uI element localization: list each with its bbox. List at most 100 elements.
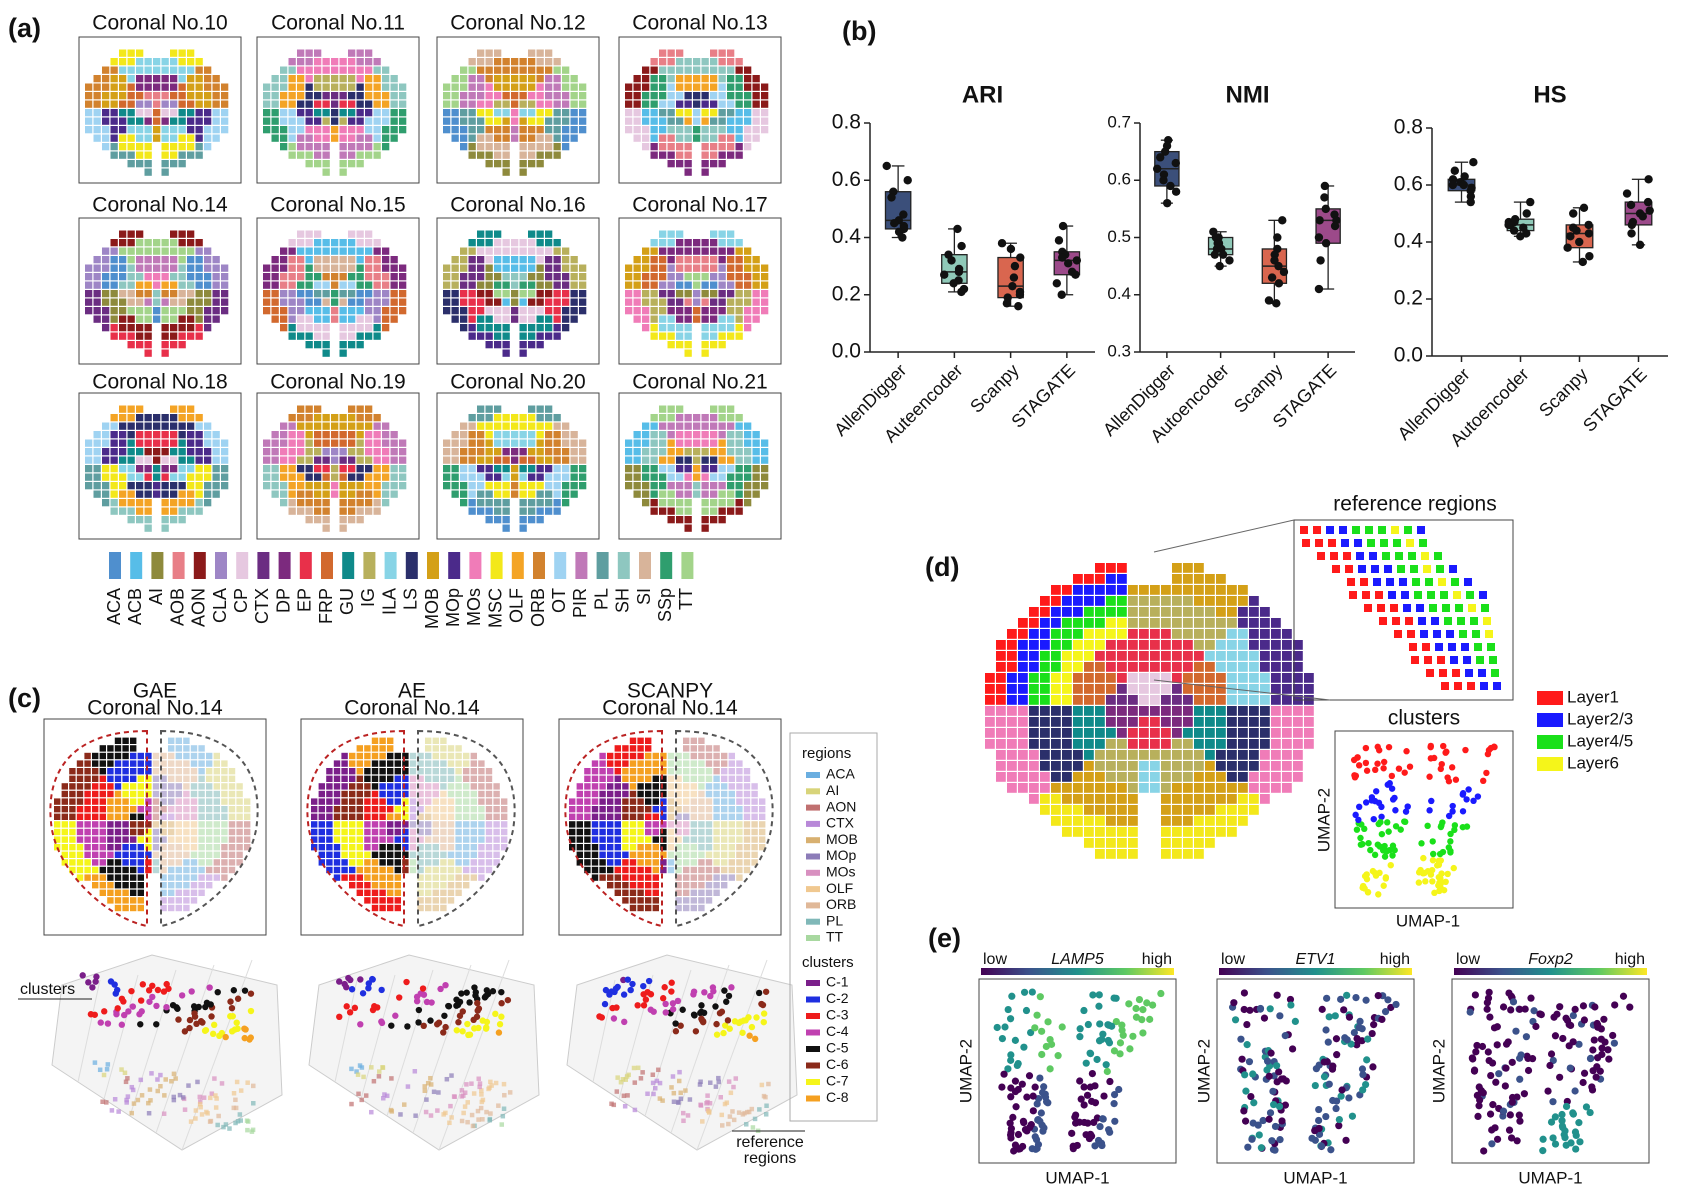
brain-spot	[399, 456, 407, 464]
brain-spot	[271, 448, 279, 456]
brain-spot	[659, 49, 667, 57]
region-dot	[730, 1109, 735, 1114]
brain-spot	[84, 844, 91, 851]
region-dot	[238, 1118, 243, 1123]
brain-spot	[443, 307, 451, 315]
brain-spot	[144, 456, 152, 464]
brain-spot	[693, 92, 701, 100]
brain-spot	[629, 745, 637, 752]
brain-spot	[1040, 618, 1050, 628]
slice-frame	[78, 392, 242, 540]
brain-spot	[263, 290, 271, 298]
region-dot	[205, 1111, 210, 1116]
brain-spot	[460, 465, 468, 473]
brain-spot	[570, 456, 578, 464]
brain-spot	[545, 490, 553, 498]
brain-spot	[470, 768, 477, 775]
brain-spot	[1117, 772, 1127, 782]
slice-frame	[256, 392, 420, 540]
region-dot	[500, 1113, 506, 1119]
region-dot	[138, 1077, 144, 1083]
brain-spot	[1084, 838, 1094, 848]
region-dot	[163, 1077, 168, 1082]
legend-label: ORB	[528, 588, 548, 627]
brain-spot	[1106, 717, 1116, 727]
brain-spot	[127, 473, 135, 481]
brain-spot	[684, 431, 692, 439]
brain-spot	[629, 828, 637, 836]
brain-spot	[683, 813, 690, 820]
brain-spot	[153, 75, 161, 83]
brain-spot	[667, 414, 675, 422]
brain-spot	[570, 448, 578, 456]
brain-spot	[161, 100, 169, 108]
brain-spot	[470, 836, 477, 843]
brain-spot	[667, 760, 675, 767]
brain-spot	[701, 516, 709, 524]
brain-spot	[584, 821, 591, 828]
brain-spot	[710, 100, 718, 108]
brain-spot	[333, 866, 341, 874]
brain-spot	[528, 83, 536, 91]
legend-label: MSC	[485, 588, 505, 628]
brain-spot	[1084, 695, 1094, 705]
brain-spot	[280, 83, 288, 91]
brain-spot	[528, 247, 536, 255]
brain-spot	[409, 790, 417, 798]
brain-spot	[705, 752, 713, 760]
brain-spot	[684, 247, 692, 255]
brain-spot	[494, 239, 502, 247]
brain-spot	[443, 281, 451, 289]
brain-spot	[693, 83, 701, 91]
brain-spot	[119, 482, 127, 490]
brain-spot	[432, 783, 439, 790]
brain-spot	[297, 100, 305, 108]
brain-spot	[1051, 585, 1061, 595]
brain-spot	[683, 882, 690, 889]
brain-spot	[178, 126, 186, 134]
brain-spot	[637, 866, 644, 874]
cluster-dot	[634, 1002, 641, 1009]
brain-spot	[183, 874, 190, 881]
brain-spot	[494, 307, 502, 315]
brain-spot	[727, 230, 735, 238]
brain-spot	[187, 507, 195, 515]
brain-spot	[1051, 706, 1061, 716]
brain-spot	[1095, 794, 1105, 804]
brain-spot	[625, 117, 633, 125]
brain-spot	[477, 230, 485, 238]
brain-spot	[371, 897, 379, 904]
region-dot	[213, 1093, 218, 1098]
brain-spot	[170, 298, 178, 306]
brain-spot	[314, 499, 322, 507]
brain-spot	[1084, 618, 1094, 628]
brain-spot	[650, 83, 658, 91]
brain-spot	[676, 324, 684, 332]
brain-spot	[92, 760, 99, 767]
brain-spot	[1029, 640, 1039, 650]
brain-spot	[485, 422, 493, 430]
brain-spot	[614, 752, 621, 760]
brain-spot	[364, 889, 371, 896]
brain-spot	[394, 851, 401, 858]
brain-spot	[152, 790, 160, 798]
brain-spot	[228, 775, 236, 782]
region-dot	[233, 1120, 238, 1126]
brain-spot	[1150, 618, 1160, 628]
brain-spot	[349, 790, 356, 798]
brain-spot	[160, 821, 167, 828]
brain-spot	[178, 431, 186, 439]
region-dot	[201, 1095, 207, 1100]
brain-spot	[553, 92, 561, 100]
brain-spot	[545, 439, 553, 447]
brain-spot	[468, 151, 476, 159]
brain-spot	[387, 859, 394, 866]
brain-spot	[468, 456, 476, 464]
brain-spot	[650, 247, 658, 255]
brain-spot	[569, 813, 576, 820]
brain-spot	[432, 866, 439, 874]
brain-spot	[463, 828, 470, 836]
data-point	[1058, 253, 1067, 262]
legend-label: GU	[337, 588, 357, 615]
brain-spot	[1117, 761, 1127, 771]
